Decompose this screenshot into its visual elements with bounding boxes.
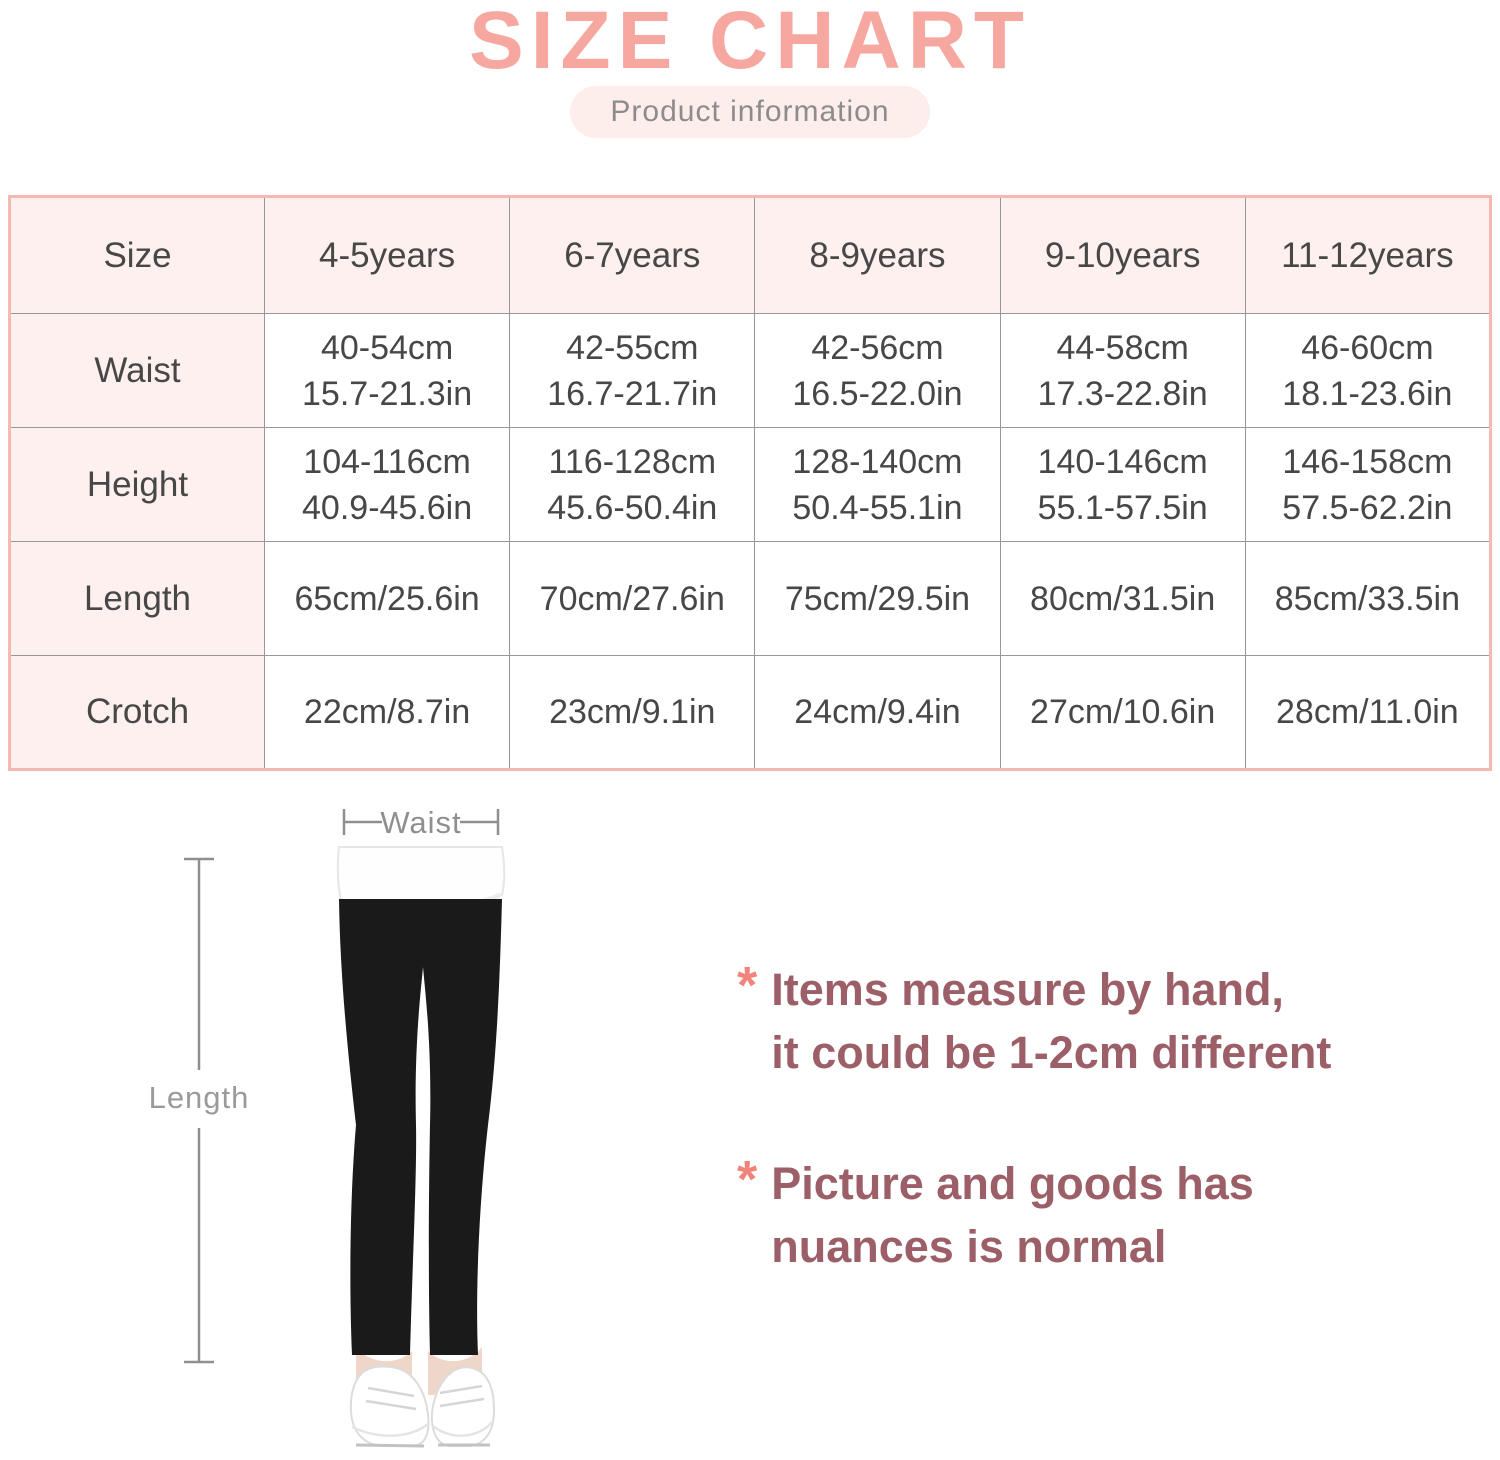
note-picture-nuances: * Picture and goods has nuances is norma… (737, 1152, 1331, 1278)
page-title: SIZE CHART (469, 0, 1031, 86)
crotch-cell: 27cm/10.6in (999, 655, 1246, 770)
crotch-cell: 23cm/9.1in (509, 655, 756, 770)
note-measure-by-hand: * Items measure by hand, it could be 1-2… (737, 958, 1331, 1084)
asterisk-icon: * (737, 1151, 758, 1209)
size-chart-table: Size 4-5years 6-7years 8-9years 9-10year… (8, 195, 1492, 771)
leggings-figure-illustration: Waist Length (149, 805, 506, 1448)
note-text: Picture and goods has nuances is normal (771, 1158, 1254, 1272)
column-header-8-9y: 8-9years (754, 196, 1001, 314)
length-cell: 85cm/33.5in (1244, 541, 1492, 656)
table-header-row: Size 4-5years 6-7years 8-9years 9-10year… (9, 196, 1492, 314)
length-cell: 65cm/25.6in (263, 541, 511, 656)
crotch-cell: 28cm/11.0in (1244, 655, 1492, 770)
row-label-waist: Waist (9, 313, 265, 428)
leggings-shape (339, 899, 502, 1355)
table-row-length: Length 65cm/25.6in 70cm/27.6in 75cm/29.5… (9, 541, 1492, 656)
row-label-height: Height (9, 427, 265, 542)
column-header-size: Size (9, 196, 265, 314)
waist-cell: 42-56cm 16.5-22.0in (754, 313, 1001, 428)
waist-cell: 40-54cm 15.7-21.3in (263, 313, 511, 428)
right-sneaker (430, 1366, 496, 1447)
table-row-waist: Waist 40-54cm 15.7-21.3in 42-55cm 16.7-21.… (9, 313, 1492, 428)
row-label-crotch: Crotch (9, 655, 265, 770)
height-cell: 116-128cm 45.6-50.4in (509, 427, 756, 542)
waist-annotation-label: Waist (380, 805, 461, 840)
note-text: Items measure by hand, it could be 1-2cm… (771, 964, 1332, 1078)
height-cell: 140-146cm 55.1-57.5in (999, 427, 1246, 542)
height-cell: 146-158cm 57.5-62.2in (1244, 427, 1492, 542)
waist-measure-bracket (342, 809, 500, 835)
subtitle-pill-wrap: Product information (0, 86, 1500, 138)
row-label-length: Length (9, 541, 265, 656)
height-cell: 104-116cm 40.9-45.6in (263, 427, 511, 542)
notes-list: * Items measure by hand, it could be 1-2… (737, 958, 1331, 1346)
crotch-cell: 22cm/8.7in (263, 655, 511, 770)
crotch-cell: 24cm/9.4in (754, 655, 1001, 770)
waist-cell: 42-55cm 16.7-21.7in (509, 313, 756, 428)
waist-cell: 46-60cm 18.1-23.6in (1244, 313, 1492, 428)
length-cell: 75cm/29.5in (754, 541, 1001, 656)
column-header-9-10y: 9-10years (999, 196, 1246, 314)
table-row-crotch: Crotch 22cm/8.7in 23cm/9.1in 24cm/9.4in … (9, 655, 1492, 770)
column-header-6-7y: 6-7years (509, 196, 756, 314)
length-measure-line (184, 857, 214, 1364)
column-header-11-12y: 11-12years (1244, 196, 1492, 314)
measurement-guide-section: Waist Length (0, 790, 1500, 1460)
height-cell: 128-140cm 50.4-55.1in (754, 427, 1001, 542)
subtitle-pill: Product information (570, 86, 930, 138)
waist-cell: 44-58cm 17.3-22.8in (999, 313, 1246, 428)
table-row-height: Height 104-116cm 40.9-45.6in 116-128cm 45.… (9, 427, 1492, 542)
asterisk-icon: * (737, 957, 758, 1015)
column-header-4-5y: 4-5years (263, 196, 511, 314)
length-annotation-label: Length (149, 1080, 250, 1115)
left-sneaker (349, 1365, 430, 1448)
length-cell: 70cm/27.6in (509, 541, 756, 656)
length-cell: 80cm/31.5in (999, 541, 1246, 656)
